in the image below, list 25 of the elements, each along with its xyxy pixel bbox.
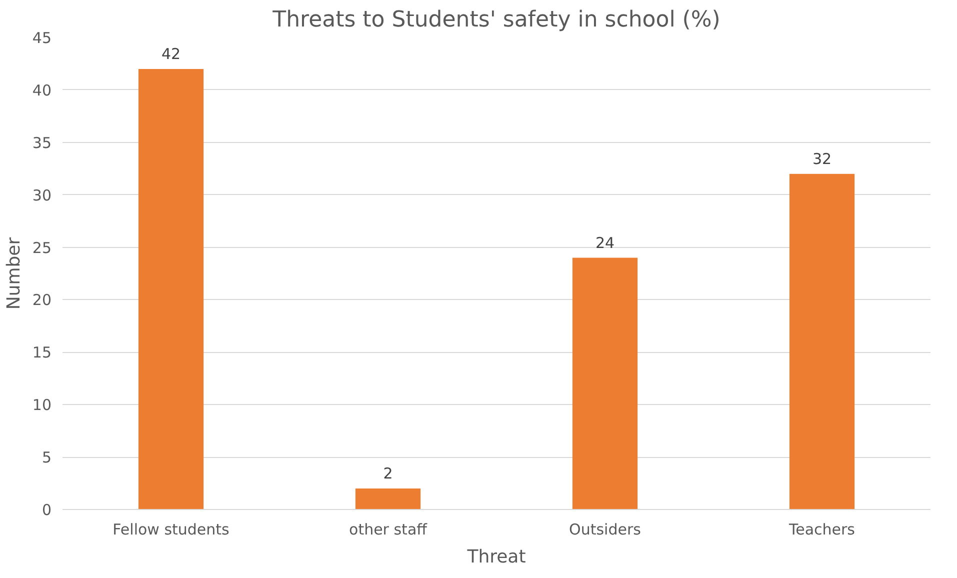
bar — [355, 488, 421, 510]
y-tick-label: 10 — [32, 396, 52, 414]
x-axis-title: Threat — [466, 546, 526, 568]
chart-title: Threats to Students' safety in school (%) — [272, 8, 720, 32]
x-tick-label: Outsiders — [569, 520, 642, 538]
data-label: 42 — [161, 44, 181, 63]
y-tick-label: 5 — [42, 448, 52, 467]
y-tick-label: 20 — [32, 291, 52, 310]
data-label: 24 — [595, 234, 615, 252]
y-tick-label: 0 — [42, 501, 52, 519]
data-label: 2 — [383, 464, 393, 483]
x-tick-label: Teachers — [788, 520, 856, 538]
bar — [789, 174, 855, 510]
y-tick-label: 30 — [32, 186, 52, 204]
x-tick-label: other staff — [349, 520, 428, 538]
y-tick-label: 40 — [32, 81, 52, 100]
y-tick-label: 25 — [32, 238, 52, 257]
y-tick-label: 15 — [32, 344, 52, 362]
data-label: 32 — [812, 150, 832, 168]
y-tick-label: 45 — [32, 29, 52, 47]
bar — [138, 68, 204, 510]
y-axis-title: Number — [3, 236, 24, 310]
y-tick-label: 35 — [32, 134, 52, 152]
x-tick-label: Fellow students — [112, 520, 230, 538]
bar — [572, 258, 638, 510]
